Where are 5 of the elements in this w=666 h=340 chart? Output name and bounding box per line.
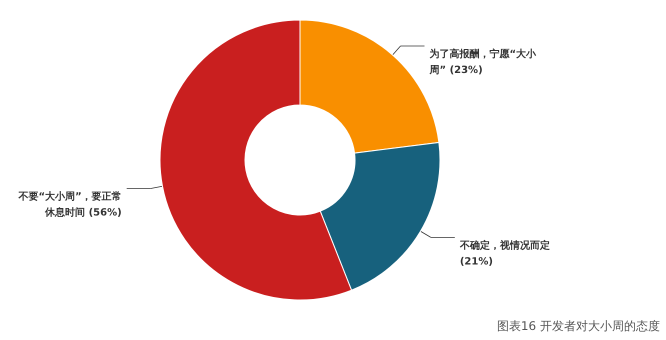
slice-label: 不确定，视情况而定 [458, 239, 550, 252]
data-label: (21%) [460, 256, 493, 268]
slice-label: 为了高报酬，宁愿“大小周” (23%) [428, 48, 538, 76]
slice-label: 不要“大小周”，要正常休息时间 (56%) [18, 190, 122, 218]
text: 图表16 开发者对大小周的态度 [496, 319, 660, 333]
